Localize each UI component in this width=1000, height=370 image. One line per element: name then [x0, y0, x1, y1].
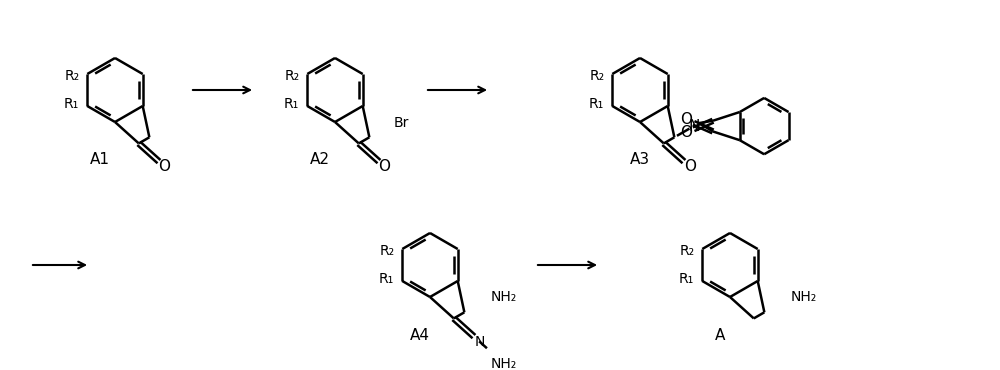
Text: NH₂: NH₂ — [490, 290, 517, 304]
Text: R₂: R₂ — [284, 69, 299, 83]
Text: Br: Br — [394, 116, 409, 130]
Text: A1: A1 — [90, 152, 110, 168]
Text: R₁: R₁ — [64, 97, 79, 111]
Text: O: O — [680, 125, 692, 140]
Text: R₂: R₂ — [679, 244, 694, 258]
Text: R₂: R₂ — [589, 69, 604, 83]
Text: R₂: R₂ — [379, 244, 394, 258]
Text: A4: A4 — [410, 327, 430, 343]
Text: R₁: R₁ — [679, 272, 694, 286]
Text: R₁: R₁ — [589, 97, 604, 111]
Text: NH₂: NH₂ — [491, 357, 517, 370]
Text: NH₂: NH₂ — [790, 290, 817, 304]
Text: A3: A3 — [630, 152, 650, 168]
Text: A2: A2 — [310, 152, 330, 168]
Text: O: O — [680, 112, 692, 127]
Text: O: O — [684, 159, 696, 175]
Text: A: A — [715, 327, 725, 343]
Text: N: N — [475, 335, 485, 349]
Text: R₂: R₂ — [64, 69, 79, 83]
Text: O: O — [158, 159, 170, 174]
Text: N: N — [688, 119, 699, 134]
Text: R₁: R₁ — [284, 97, 299, 111]
Text: R₁: R₁ — [379, 272, 394, 286]
Text: O: O — [378, 159, 390, 174]
